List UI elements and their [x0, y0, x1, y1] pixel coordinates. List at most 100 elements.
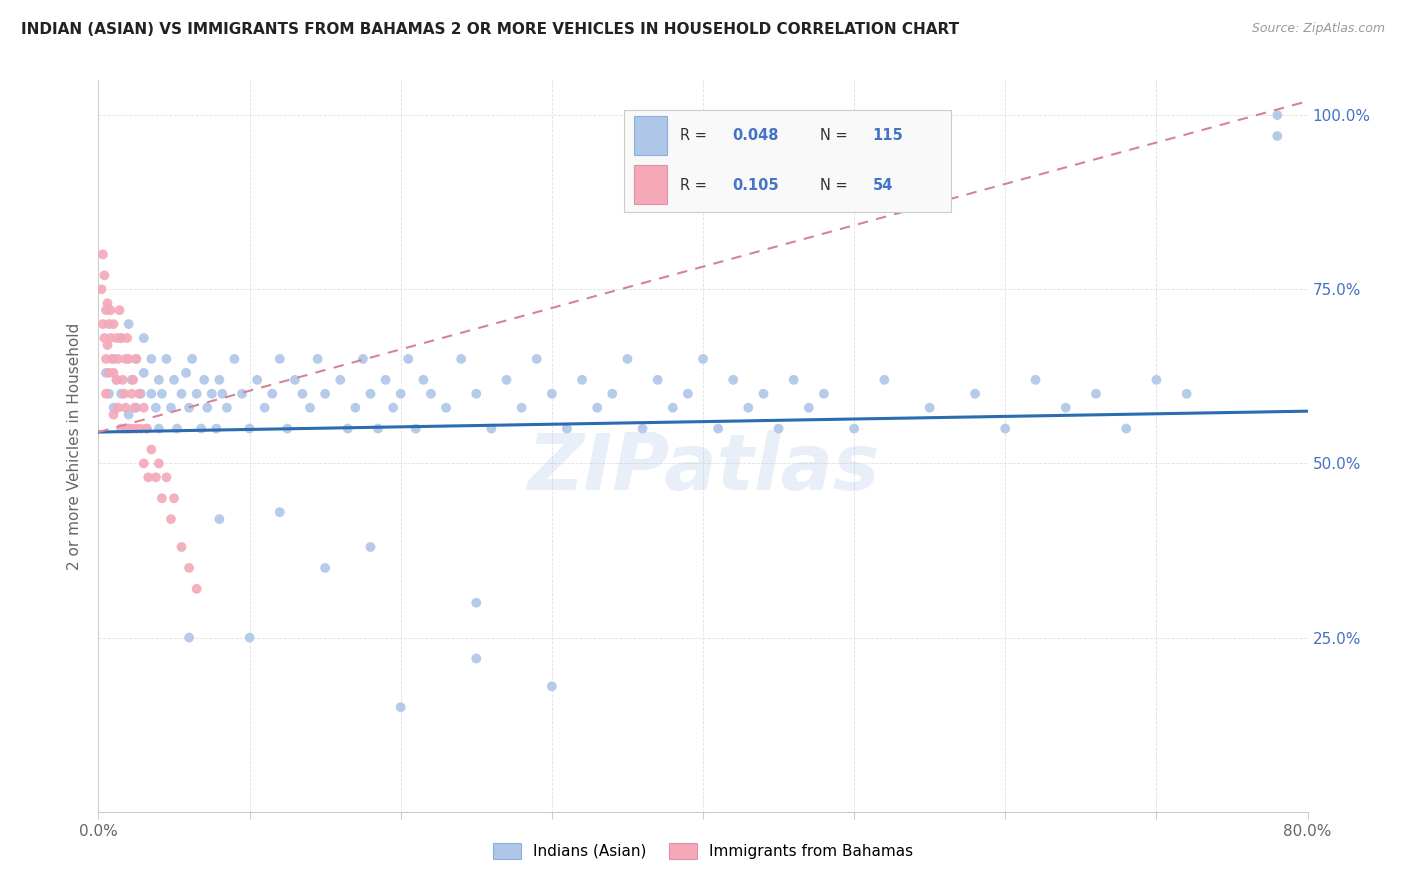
Point	[676, 386, 699, 401]
Point	[118, 317, 141, 331]
Point	[1054, 401, 1077, 415]
Point	[389, 700, 412, 714]
Point	[136, 470, 159, 484]
Point	[112, 386, 135, 401]
Point	[360, 540, 382, 554]
Point	[723, 373, 745, 387]
Point	[284, 373, 307, 387]
Point	[253, 401, 276, 415]
Point	[205, 421, 228, 435]
Point	[367, 421, 389, 435]
Point	[208, 373, 231, 387]
Point	[465, 651, 488, 665]
Point	[1175, 386, 1198, 401]
Point	[179, 561, 201, 575]
Point	[100, 331, 122, 345]
Point	[125, 421, 148, 435]
Point	[160, 512, 183, 526]
Point	[118, 408, 141, 422]
Legend: Indians (Asian), Immigrants from Bahamas: Indians (Asian), Immigrants from Bahamas	[494, 843, 912, 859]
Point	[555, 421, 578, 435]
Point	[405, 421, 427, 435]
Point	[396, 351, 419, 366]
Text: ZIPatlas: ZIPatlas	[527, 430, 879, 506]
Point	[93, 331, 115, 345]
Point	[262, 386, 284, 401]
Point	[692, 351, 714, 366]
Point	[1267, 108, 1289, 122]
Point	[616, 351, 638, 366]
Point	[179, 631, 201, 645]
Point	[170, 386, 193, 401]
Point	[215, 401, 238, 415]
Point	[94, 351, 117, 366]
Point	[186, 582, 208, 596]
Point	[163, 373, 186, 387]
Point	[125, 351, 148, 366]
Point	[93, 268, 115, 283]
Point	[91, 247, 114, 261]
Text: INDIAN (ASIAN) VS IMMIGRANTS FROM BAHAMAS 2 OR MORE VEHICLES IN HOUSEHOLD CORREL: INDIAN (ASIAN) VS IMMIGRANTS FROM BAHAMA…	[21, 22, 959, 37]
Point	[128, 386, 150, 401]
Point	[91, 317, 114, 331]
Point	[129, 421, 152, 435]
Point	[110, 386, 132, 401]
Point	[103, 351, 125, 366]
Point	[125, 401, 148, 415]
Point	[844, 421, 866, 435]
Point	[107, 351, 129, 366]
Point	[108, 303, 131, 318]
Point	[783, 373, 806, 387]
Point	[540, 679, 562, 693]
Point	[98, 317, 121, 331]
Point	[586, 401, 609, 415]
Point	[98, 366, 121, 380]
Point	[114, 421, 136, 435]
Point	[193, 373, 215, 387]
Point	[374, 373, 396, 387]
Point	[105, 373, 128, 387]
Point	[526, 351, 548, 366]
Point	[389, 386, 412, 401]
Point	[329, 373, 352, 387]
Point	[190, 421, 212, 435]
Point	[1267, 128, 1289, 143]
Point	[314, 386, 336, 401]
Point	[661, 401, 683, 415]
Point	[166, 421, 188, 435]
Point	[121, 421, 143, 435]
Point	[179, 401, 201, 415]
Point	[110, 421, 132, 435]
Point	[239, 421, 262, 435]
Point	[115, 331, 138, 345]
Point	[602, 386, 624, 401]
Point	[107, 401, 129, 415]
Point	[768, 421, 790, 435]
Point	[148, 421, 170, 435]
Point	[141, 386, 163, 401]
Point	[314, 561, 336, 575]
Point	[103, 401, 125, 415]
Point	[873, 373, 896, 387]
Point	[122, 373, 145, 387]
Point	[307, 351, 329, 366]
Point	[148, 373, 170, 387]
Point	[94, 366, 117, 380]
Point	[211, 386, 233, 401]
Point	[90, 282, 112, 296]
Y-axis label: 2 or more Vehicles in Household: 2 or more Vehicles in Household	[67, 322, 83, 570]
Point	[195, 401, 218, 415]
Point	[114, 401, 136, 415]
Point	[360, 386, 382, 401]
Point	[132, 366, 155, 380]
Point	[103, 366, 125, 380]
Point	[141, 442, 163, 457]
Point	[160, 401, 183, 415]
Point	[132, 457, 155, 471]
Point	[344, 401, 367, 415]
Point	[174, 366, 197, 380]
Point	[118, 421, 141, 435]
Point	[170, 540, 193, 554]
Point	[135, 421, 157, 435]
Point	[510, 401, 533, 415]
